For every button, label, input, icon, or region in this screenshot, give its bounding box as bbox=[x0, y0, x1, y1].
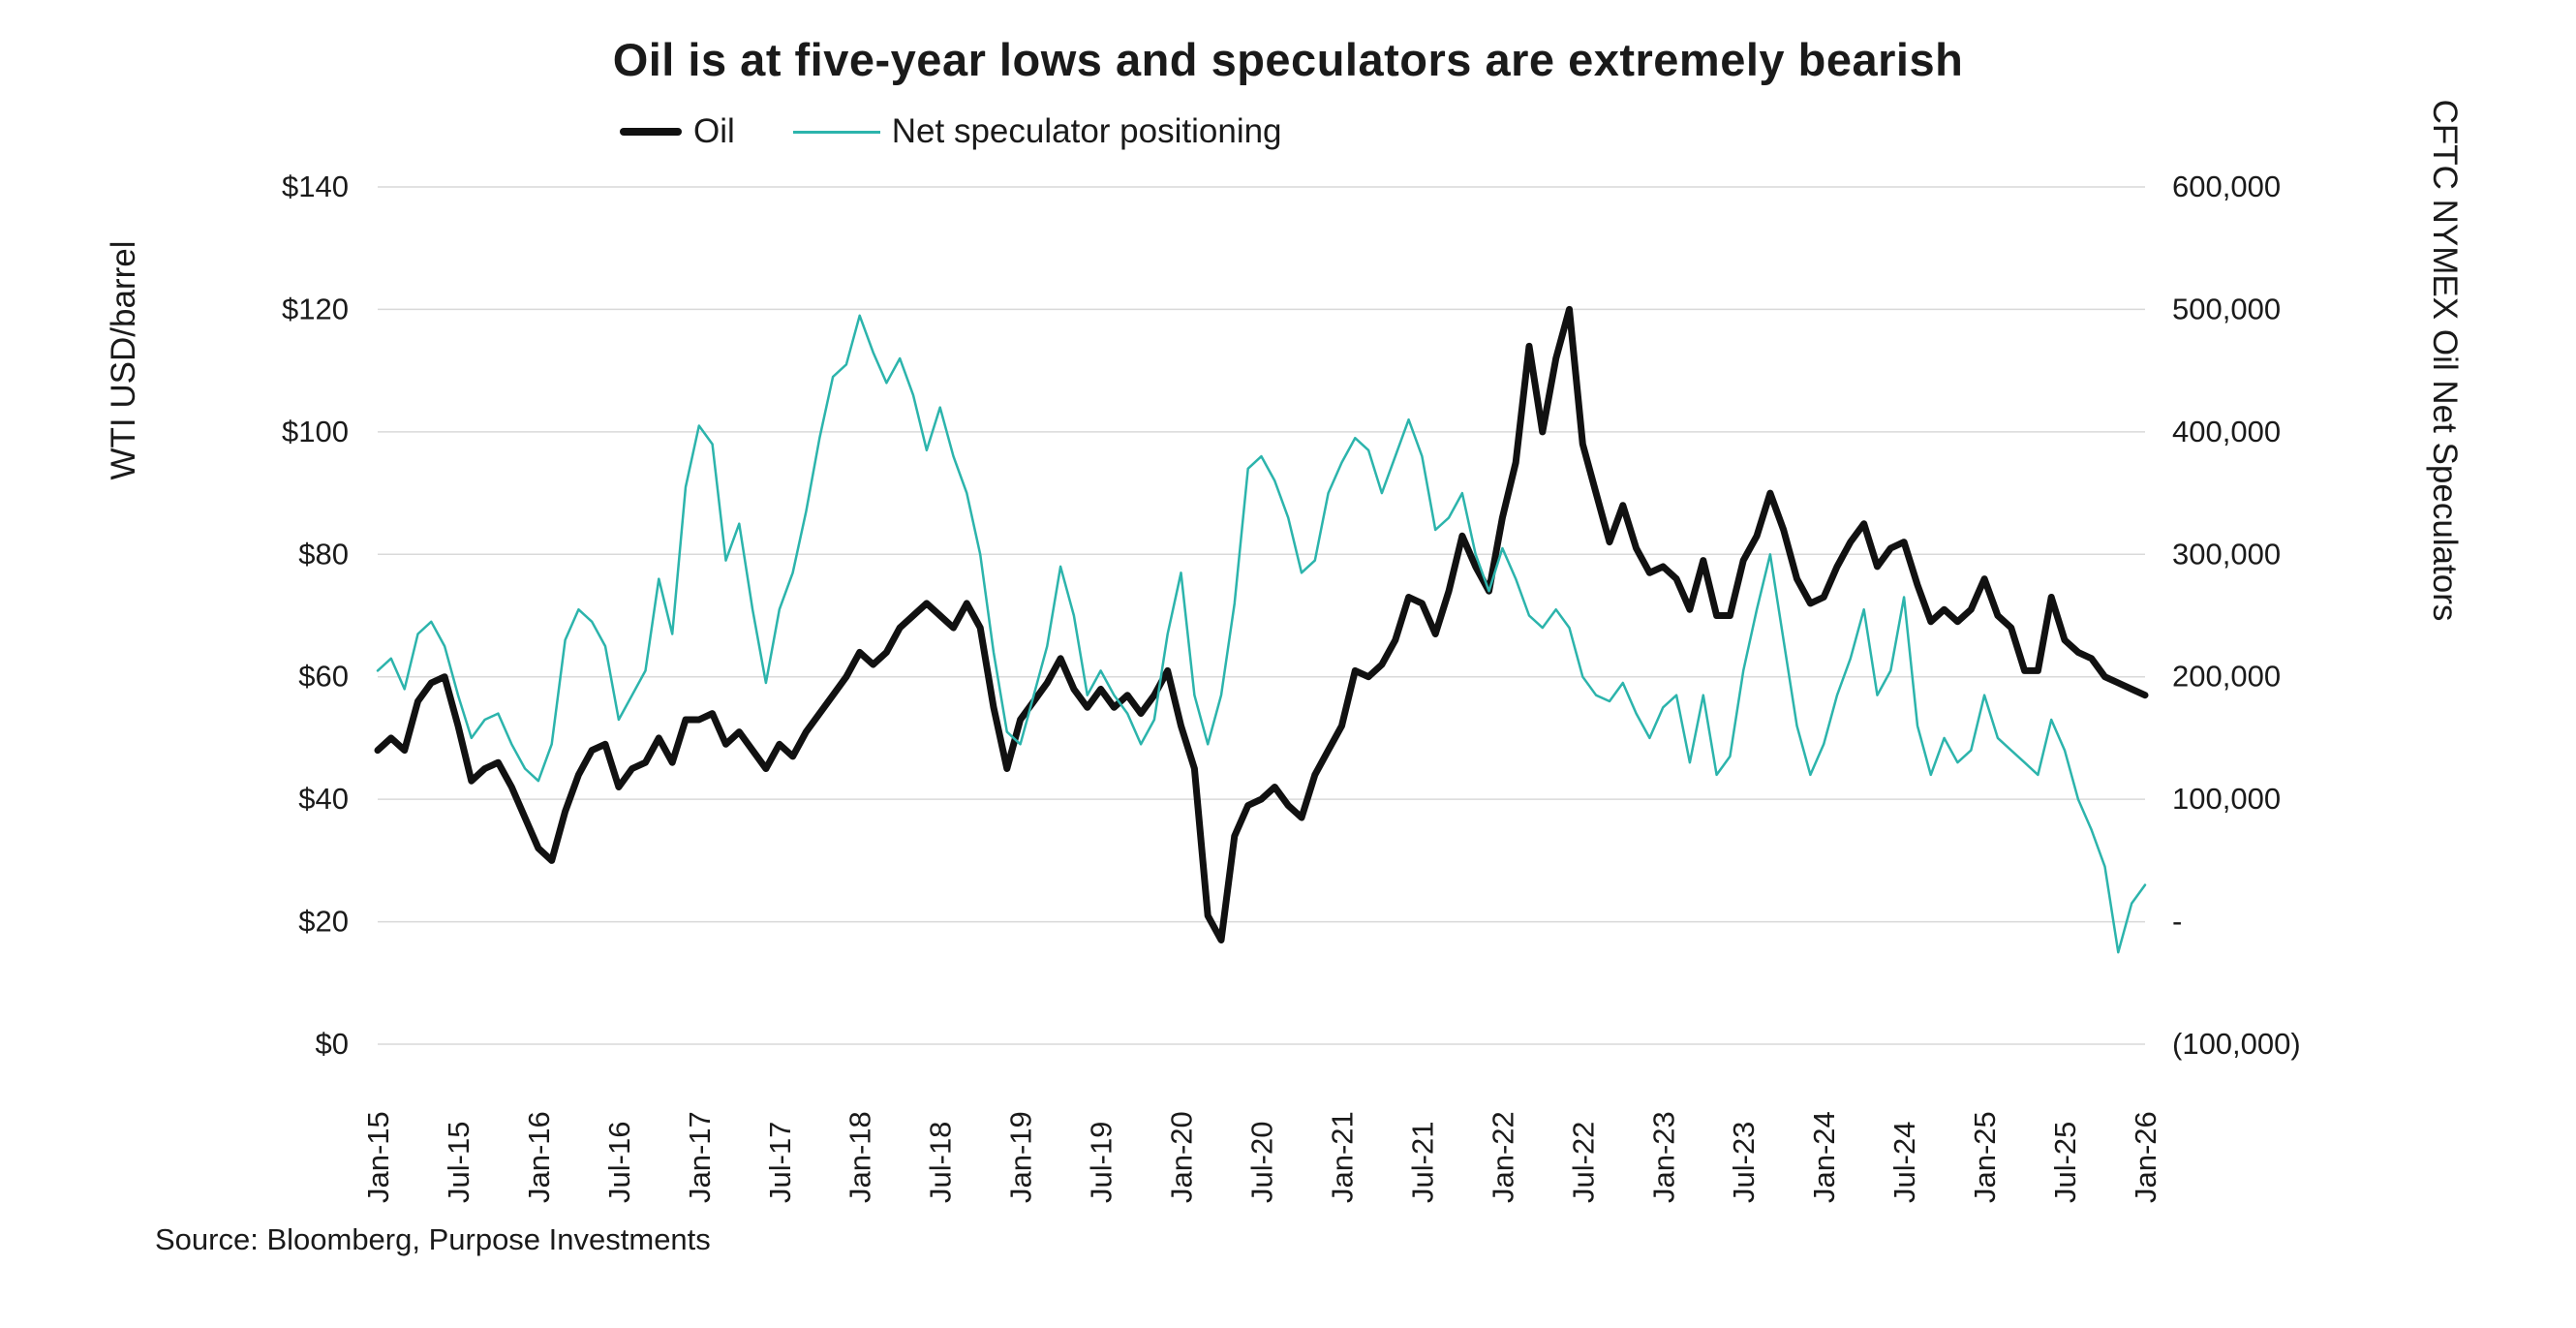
x-axis-tick-label: Jan-16 bbox=[522, 1111, 556, 1203]
x-axis-tick-label: Jul-18 bbox=[924, 1122, 958, 1203]
spec-line bbox=[376, 314, 2147, 954]
chart-title: Oil is at five-year lows and speculators… bbox=[612, 34, 1964, 85]
x-axis-tick-label: Jul-16 bbox=[602, 1122, 636, 1203]
oil-line-swatch bbox=[620, 128, 682, 136]
left-axis-tick-label: $60 bbox=[298, 660, 349, 694]
x-axis-tick-label: Jan-21 bbox=[1325, 1111, 1359, 1203]
legend: Oil Net speculator positioning bbox=[620, 112, 1282, 151]
x-axis-tick-label: Jul-21 bbox=[1405, 1122, 1439, 1203]
x-axis-tick-label: Jan-24 bbox=[1807, 1111, 1841, 1203]
spec-line-swatch bbox=[792, 130, 880, 134]
right-axis-tick-label: - bbox=[2172, 905, 2182, 939]
x-axis-tick-label: Jul-19 bbox=[1085, 1122, 1119, 1203]
x-axis-tick-label: Jul-15 bbox=[442, 1122, 475, 1203]
left-axis-tick-label: $40 bbox=[298, 782, 349, 816]
x-axis-tick-label: Jan-25 bbox=[1968, 1111, 2002, 1203]
oil-line bbox=[374, 305, 2149, 943]
x-axis-tick-label: Jan-15 bbox=[361, 1111, 395, 1203]
x-axis-tick-label: Jan-18 bbox=[843, 1111, 877, 1203]
x-axis-tick-label: Jul-17 bbox=[763, 1122, 797, 1203]
legend-item-oil: Oil bbox=[620, 112, 735, 151]
right-axis-tick-label: 500,000 bbox=[2172, 292, 2281, 325]
x-axis-tick-label: Jul-25 bbox=[2048, 1122, 2082, 1203]
left-axis-tick-label: $100 bbox=[282, 415, 349, 448]
right-axis-tick-label: 200,000 bbox=[2172, 660, 2281, 694]
right-axis-tick-label: 300,000 bbox=[2172, 537, 2281, 571]
x-axis-tick-label: Jan-20 bbox=[1165, 1111, 1199, 1203]
right-axis-tick-label: 100,000 bbox=[2172, 782, 2281, 816]
left-axis-tick-label: $80 bbox=[298, 537, 349, 571]
left-axis-tick-label: $140 bbox=[282, 170, 349, 203]
x-axis-tick-label: Jul-20 bbox=[1245, 1122, 1279, 1203]
right-axis-tick-label: 400,000 bbox=[2172, 415, 2281, 448]
left-axis-tick-label: $20 bbox=[298, 905, 349, 939]
x-axis-tick-label: Jan-19 bbox=[1004, 1111, 1038, 1203]
x-axis-tick-label: Jul-24 bbox=[1887, 1122, 1921, 1203]
legend-oil-label: Oil bbox=[693, 112, 735, 150]
right-axis-tick-label: (100,000) bbox=[2172, 1027, 2301, 1061]
right-axis-tick-label: 600,000 bbox=[2172, 170, 2281, 203]
legend-item-spec: Net speculator positioning bbox=[792, 112, 1282, 151]
legend-spec-label: Net speculator positioning bbox=[891, 112, 1282, 150]
left-axis-tick-label: $120 bbox=[282, 292, 349, 325]
x-axis-tick-label: Jul-23 bbox=[1727, 1122, 1761, 1203]
x-axis-tick-label: Jan-17 bbox=[683, 1111, 717, 1203]
source-note: Source: Bloomberg, Purpose Investments bbox=[155, 1222, 711, 1256]
x-axis-tick-label: Jan-23 bbox=[1646, 1111, 1680, 1203]
x-axis-tick-label: Jul-22 bbox=[1566, 1122, 1600, 1203]
x-axis-tick-label: Jan-22 bbox=[1486, 1111, 1519, 1203]
left-axis-tick-label: $0 bbox=[316, 1027, 349, 1061]
x-axis-tick-label: Jan-26 bbox=[2129, 1111, 2162, 1203]
